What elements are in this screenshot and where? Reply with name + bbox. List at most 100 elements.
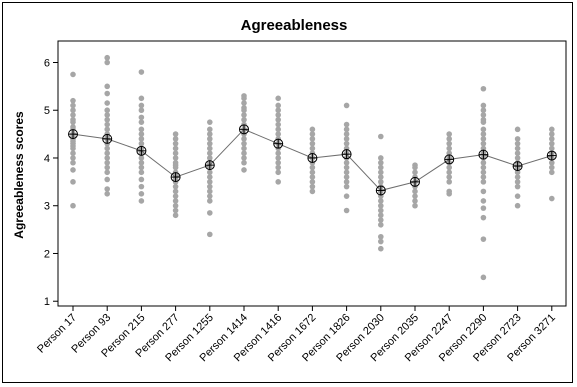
- data-point: [104, 126, 110, 133]
- data-point: [104, 90, 110, 97]
- data-point: [309, 164, 316, 171]
- data-point: [378, 245, 384, 252]
- data-point: [138, 126, 145, 133]
- data-point: [514, 174, 521, 180]
- mean-marker: [478, 149, 489, 160]
- data-point: [343, 102, 350, 109]
- y-axis: 1 2 3 4 5 6: [44, 57, 58, 308]
- data-point: [446, 150, 453, 157]
- data-point: [241, 136, 247, 142]
- data-point: [412, 164, 418, 171]
- data-point: [412, 169, 418, 176]
- data-point: [138, 95, 145, 102]
- data-point: [138, 114, 145, 121]
- data-point: [70, 155, 76, 161]
- data-point: [446, 174, 453, 180]
- data-point: [446, 190, 453, 197]
- data-point: [480, 214, 487, 221]
- data-point: [514, 202, 521, 209]
- data-point: [378, 133, 384, 140]
- data-point: [104, 107, 110, 114]
- data-point: [480, 236, 487, 242]
- data-point: [309, 188, 316, 195]
- data-point: [378, 179, 384, 185]
- data-point: [104, 116, 110, 123]
- data-point: [104, 190, 110, 197]
- data-point: [378, 202, 384, 209]
- data-point: [104, 176, 110, 183]
- data-point: [138, 131, 145, 137]
- data-point: [207, 126, 213, 133]
- data-point: [343, 183, 350, 190]
- data-point: [70, 119, 76, 125]
- data-point: [241, 116, 247, 123]
- data-point: [138, 107, 145, 114]
- data-point: [207, 169, 213, 176]
- data-point: [343, 193, 350, 199]
- data-point: [138, 136, 145, 142]
- data-point: [104, 145, 110, 152]
- data-point: [241, 107, 247, 114]
- data-point: [309, 145, 316, 152]
- data-point: [446, 164, 453, 171]
- data-point: [275, 116, 282, 123]
- mean-marker: [375, 185, 386, 196]
- data-point: [275, 159, 282, 166]
- data-point: [343, 121, 350, 128]
- data-point: [378, 198, 384, 204]
- data-point: [309, 131, 316, 137]
- mean-marker: [68, 129, 78, 140]
- data-point: [549, 140, 555, 147]
- data-point: [309, 174, 316, 180]
- data-point: [172, 155, 179, 161]
- data-point: [412, 202, 418, 209]
- data-point: [549, 136, 555, 142]
- data-point: [104, 100, 110, 106]
- data-point: [378, 159, 384, 166]
- mean-marker: [512, 161, 523, 172]
- data-point: [172, 188, 179, 195]
- data-point: [514, 193, 521, 199]
- data-point: [275, 164, 282, 171]
- data-point: [70, 179, 76, 185]
- data-point: [138, 176, 145, 183]
- mean-marker: [444, 154, 455, 165]
- y-tick-label: 4: [44, 153, 50, 165]
- data-point: [378, 238, 384, 245]
- data-point: [480, 205, 487, 211]
- data-point: [514, 126, 521, 133]
- data-point: [275, 95, 282, 102]
- data-point: [446, 140, 453, 147]
- data-point: [70, 97, 76, 104]
- data-point: [207, 231, 213, 238]
- data-point: [241, 155, 247, 161]
- data-point: [480, 126, 487, 133]
- data-point: [172, 212, 179, 219]
- data-point: [343, 136, 350, 142]
- data-point: [480, 169, 487, 176]
- data-point: [480, 102, 487, 109]
- data-point: [241, 159, 247, 166]
- data-point: [343, 164, 350, 171]
- data-point: [275, 121, 282, 128]
- mean-series: [68, 124, 557, 196]
- data-point: [412, 198, 418, 204]
- data-point: [207, 198, 213, 204]
- data-point: [480, 112, 487, 118]
- data-point: [207, 145, 213, 152]
- data-point: [480, 179, 487, 185]
- agreeableness-chart: Agreeableness Agreeableness scores 1 2 3 4 5…: [12, 17, 567, 364]
- data-point: [378, 164, 384, 171]
- data-point: [138, 140, 145, 147]
- data-point: [70, 71, 76, 78]
- data-point: [514, 179, 521, 185]
- data-point: [275, 179, 282, 185]
- mean-marker: [204, 160, 215, 171]
- data-point: [207, 210, 213, 216]
- data-point: [207, 155, 213, 161]
- data-point: [514, 169, 521, 176]
- data-point: [480, 131, 487, 137]
- data-point: [412, 193, 418, 199]
- data-points: [70, 54, 555, 281]
- data-point: [480, 159, 487, 166]
